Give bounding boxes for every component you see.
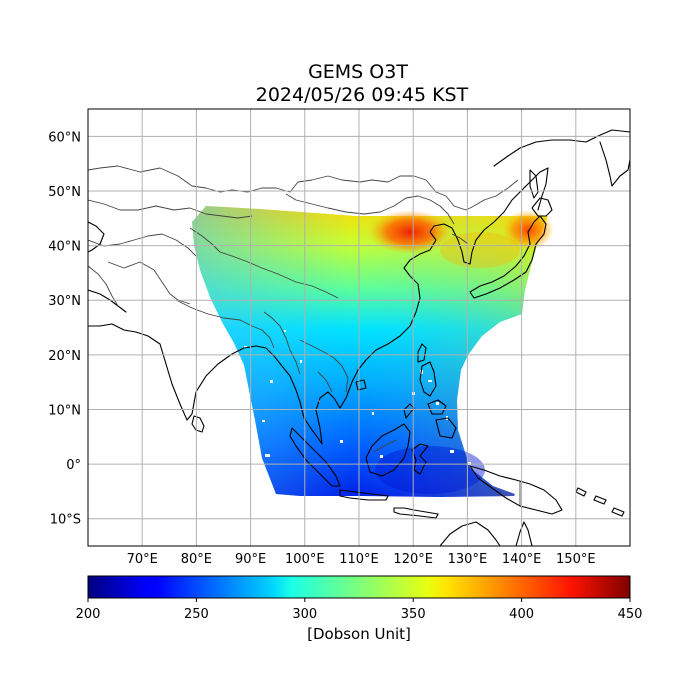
sakhalin [529,169,539,199]
okhotsk-coast [493,129,630,167]
longitude-tick-label: 100°E [285,552,325,567]
longitude-tick-label: 80°E [181,552,212,567]
map-frame [87,108,631,547]
ozone-swath [192,206,554,497]
latitude-tick-label: 30°N [48,294,81,309]
sri-lanka [191,415,205,433]
low-ozone-region-indonesia [375,446,485,494]
longitude-tick-label: 150°E [556,552,596,567]
high-ozone-region-japan [502,210,554,250]
colorbar-tick-label: 300 [292,607,317,622]
latitude-tick-label: 50°N [48,185,81,200]
java [339,489,389,501]
border-china-west [189,227,339,299]
colorbar-tick-label: 450 [618,607,643,622]
colorbar-tick-label: 200 [76,607,101,622]
latitude-tick-label: 20°N [48,349,81,364]
cape-york [515,521,533,546]
visayas [427,399,447,415]
palawan [403,403,415,419]
kamchatka [599,141,630,187]
lesser-sunda-islands [393,507,439,519]
colorbar-gradient [87,575,631,599]
country-borders [88,165,521,506]
title-line-2: 2024/05/26 09:45 KST [256,84,469,106]
colorbar-tick-label: 400 [509,607,534,622]
map-area [88,109,630,546]
latitude-tick-label: 10°N [48,403,81,418]
sulawesi [411,443,429,475]
border-indochina [299,339,349,393]
australia-coast [439,521,501,546]
longitude-tick-label: 140°E [502,552,542,567]
border-iran [88,265,119,307]
gridlines [88,109,630,546]
border-india-nepal-bangladesh [175,299,275,349]
high-ozone-region-north-china [368,210,452,254]
title-line-1: GEMS O3T [308,61,408,83]
taiwan [417,343,427,363]
latitude-tick-label: 10°S [50,513,81,528]
mindanao [435,417,457,439]
swath-tint [192,206,548,497]
coastlines [88,129,630,546]
new-guinea [469,465,563,515]
colorbar: 200 250 300 350 400 450 [Dobson Unit] [76,575,643,643]
longitude-tick-label: 130°E [448,552,488,567]
border-korea [451,233,469,245]
ozone-band-korea [440,232,520,268]
colorbar-tick-label: 250 [184,607,209,622]
longitude-tick-labels: 70°E 80°E 90°E 100°E 110°E 120°E 130°E 140°E 150… [127,552,596,567]
border-kazakhstan [88,199,253,219]
border-russia-south [88,165,519,211]
border-myanmar [263,311,301,375]
hokkaido [531,197,553,217]
border-borneo [373,439,397,453]
latitude-tick-label: 40°N [48,240,81,255]
colorbar-label: [Dobson Unit] [307,625,411,643]
borneo [365,423,411,477]
longitude-tick-label: 90°E [235,552,266,567]
asia-mainland-coast [88,167,549,445]
solomon-islands [575,487,625,517]
japan [469,215,547,299]
colorbar-ticks: 200 250 300 350 400 450 [76,598,643,622]
luzon [419,361,437,397]
border-afghanistan-pakistan [107,261,191,305]
colorbar-tick-label: 350 [401,607,426,622]
latitude-tick-labels: 60°N 50°N 40°N 30°N 20°N 10°N 0° 10°S [48,130,81,527]
latitude-tick-label: 60°N [48,130,81,145]
sumatra [289,427,341,487]
hainan [355,379,367,391]
border-mongolia-china [285,193,455,225]
caspian-coast [88,221,105,253]
longitude-tick-label: 70°E [127,552,158,567]
longitude-tick-label: 120°E [393,552,433,567]
latitude-tick-label: 0° [66,458,81,473]
longitude-tick-label: 110°E [339,552,379,567]
